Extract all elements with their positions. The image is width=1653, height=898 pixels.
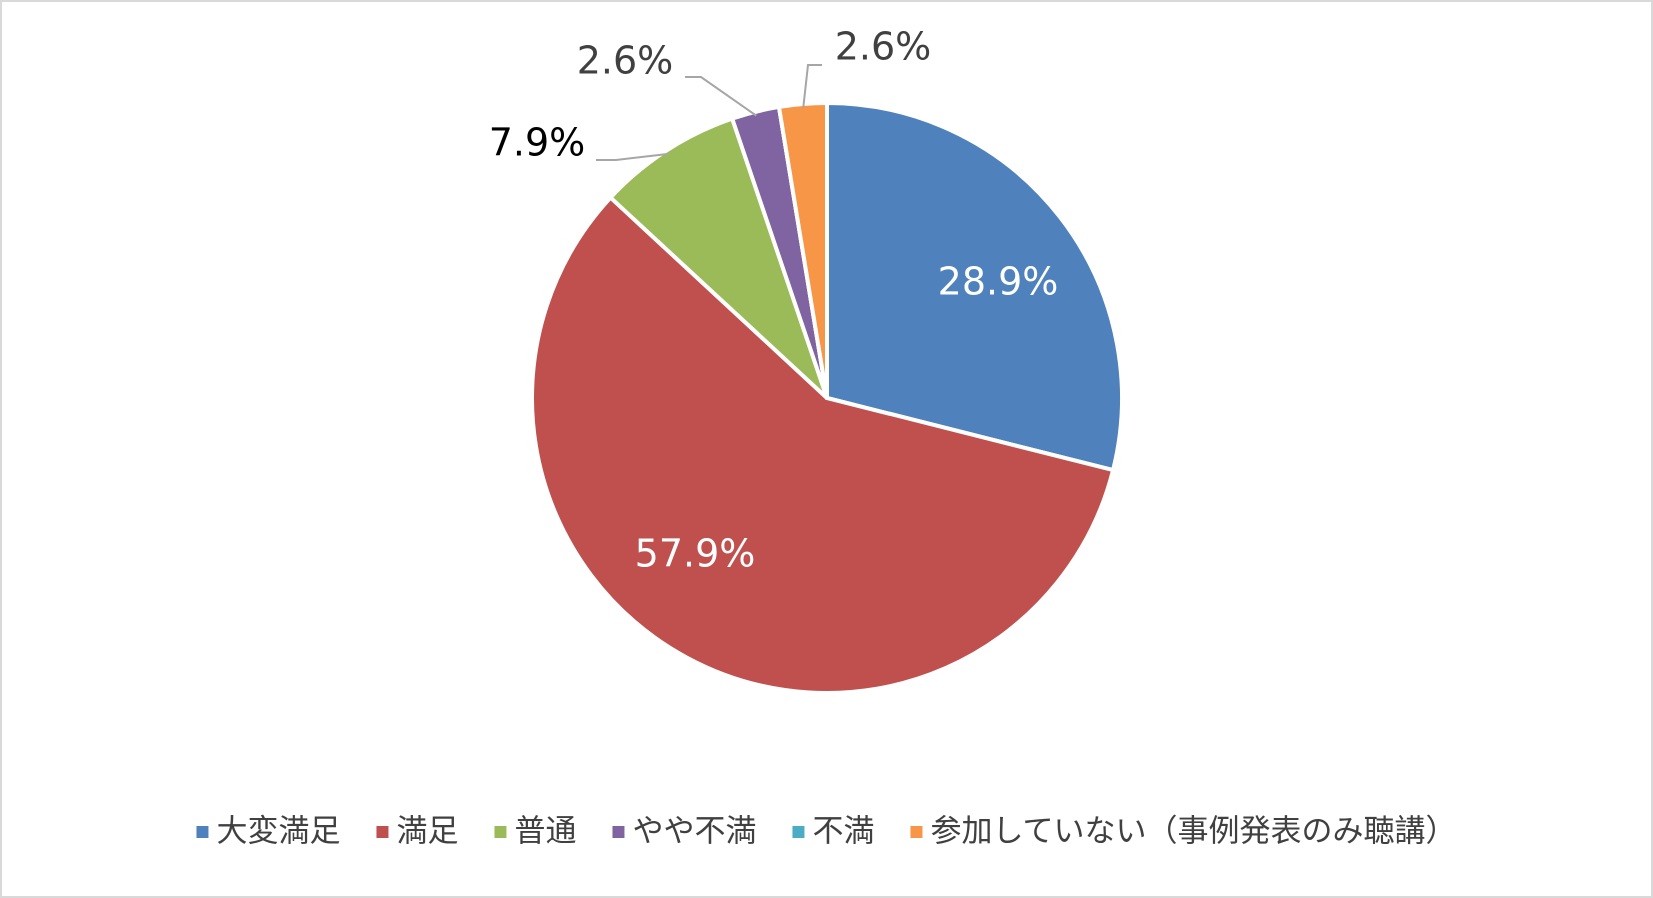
pie-slice	[530, 195, 1116, 695]
legend-label: 普通	[514, 814, 576, 850]
data-label: 2.6%	[835, 25, 932, 69]
data-label: 28.9%	[938, 260, 1059, 304]
leader-line	[596, 152, 669, 161]
legend-label: 不満	[812, 814, 874, 850]
legend-label: 満足	[396, 814, 458, 850]
legend-swatch	[612, 826, 625, 838]
legend-label: やや不満	[632, 814, 756, 850]
data-label: 2.6%	[577, 39, 674, 83]
legend-swatch	[792, 826, 805, 838]
pie-slice	[825, 101, 1124, 473]
data-label: 57.9%	[635, 532, 756, 576]
legend-swatch	[494, 826, 507, 838]
data-label: 7.9%	[489, 121, 586, 165]
leader-line	[685, 76, 757, 117]
legend-swatch	[910, 826, 923, 838]
legend-swatch	[376, 826, 389, 838]
legend-swatch	[196, 826, 209, 838]
legend-label: 大変満足	[216, 814, 340, 850]
pie-slice	[608, 116, 829, 400]
legend-label: 参加していない（事例発表のみ聴講）	[930, 814, 1456, 850]
leader-line	[802, 64, 822, 109]
